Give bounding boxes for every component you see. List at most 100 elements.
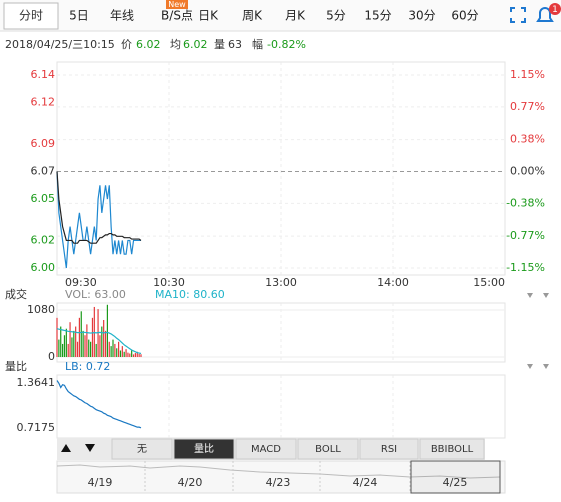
volume-bar [138, 353, 140, 357]
volume-bar [69, 322, 71, 357]
y-tick-label: 1080 [27, 303, 55, 316]
info-change-label: 幅 [252, 38, 263, 51]
volume-bar [140, 354, 142, 357]
volume-bar [125, 349, 127, 357]
toolbar [0, 0, 561, 31]
y2-tick-label: 0.00% [510, 165, 545, 178]
vol-label: VOL: 63.00 [65, 288, 126, 301]
info-avg-label: 均 [170, 38, 181, 51]
series-line [56, 328, 142, 355]
indicator-tab[interactable]: BOLL [315, 444, 341, 455]
x-tick-label: 14:00 [377, 276, 409, 289]
volume-bar [104, 330, 107, 357]
navigator-line [56, 464, 501, 479]
volume-bar [93, 306, 95, 357]
volume-bar [91, 317, 94, 357]
tab[interactable]: B/S点 [161, 9, 193, 23]
indicator-tab[interactable]: 无 [137, 444, 147, 455]
volume-bar [73, 330, 75, 357]
volume-bar [78, 317, 80, 357]
y-tick-label: 6.02 [31, 233, 56, 246]
y-tick-label: 0.7175 [17, 421, 56, 434]
tab[interactable]: 日K [198, 9, 219, 23]
volume-bar [62, 343, 64, 357]
bell-icon[interactable] [536, 3, 561, 22]
volume-bar [58, 339, 60, 357]
volume-bar [114, 343, 116, 357]
tab[interactable]: 5日 [69, 9, 89, 23]
new-badge-bg [166, 0, 188, 9]
y-tick-label: 6.14 [31, 68, 56, 81]
volume-bar [123, 351, 125, 357]
navigator-date: 4/23 [266, 476, 291, 489]
info-datetime: 2018/04/25/三10:15 [5, 38, 115, 51]
volume-bar [131, 350, 133, 357]
navigator-date: 4/25 [443, 476, 468, 489]
series-line [56, 171, 142, 244]
series-line [56, 380, 142, 429]
tab[interactable]: 分时 [19, 9, 43, 23]
info-bar: 2018/04/25/三10:15 价 6.02 均 6.02 量 63 幅 -0.82% [5, 38, 306, 51]
tabs: 分时 5日 年线 B/S点 日K 周K 月K 5分 15分 30分 60分 [19, 9, 479, 23]
expand-icon[interactable] [510, 7, 526, 23]
indicator-tab[interactable]: 量比 [194, 443, 214, 455]
info-price-label: 价 [121, 38, 132, 51]
tab[interactable]: 5分 [326, 9, 346, 23]
up-arrow[interactable] [61, 444, 71, 452]
navigator-date: 4/24 [353, 476, 378, 489]
tab[interactable]: 月K [285, 9, 306, 23]
y2-tick-label: -0.77% [506, 229, 545, 242]
volume-bar [103, 320, 105, 357]
indicator-tab-bg [419, 438, 485, 460]
x-tick-label: 09:30 [65, 276, 97, 289]
navigator-date: 4/20 [178, 476, 203, 489]
tab[interactable]: 30分 [408, 9, 435, 23]
volume-bar [132, 354, 135, 357]
tab[interactable]: 15分 [364, 9, 391, 23]
x-tick-label: 13:00 [265, 276, 297, 289]
tab[interactable]: 年线 [110, 9, 134, 23]
volume-bar [86, 324, 88, 357]
ma-label: MA10: 80.60 [155, 288, 225, 301]
tab[interactable]: 60分 [451, 9, 478, 23]
info-price: 6.02 [136, 38, 161, 51]
y-tick-label: 1.3641 [17, 376, 56, 389]
y-tick-label: 6.07 [31, 165, 56, 178]
volume-bar [56, 317, 58, 357]
volume-bar [118, 341, 120, 357]
lb-label: LB: 0.72 [65, 360, 110, 373]
y2-tick-label: -0.38% [506, 196, 545, 209]
volume-bar [95, 343, 97, 357]
volume-bar [71, 337, 73, 357]
indicator-tab-bg [359, 438, 419, 460]
y-tick-label: 6.12 [31, 96, 56, 109]
tab[interactable]: 周K [242, 9, 263, 23]
volume-bar [134, 353, 136, 357]
down-arrow[interactable] [85, 444, 95, 452]
panel-title: 量比 [5, 360, 27, 373]
navigator-window[interactable] [410, 460, 501, 494]
indicator-tab[interactable]: MACD [251, 444, 281, 455]
selected-tab [3, 2, 59, 30]
panel-toggle[interactable] [527, 293, 549, 369]
volume-bar [75, 326, 77, 357]
info-change: -0.82% [267, 38, 306, 51]
volume-bar [129, 353, 131, 357]
volume-bar [116, 348, 118, 357]
volume-bar [112, 339, 114, 357]
y-tick-label: 6.00 [31, 261, 56, 274]
series-line [56, 171, 141, 269]
y-tick-label: 6.09 [31, 137, 56, 150]
x-tick-label: 10:30 [153, 276, 185, 289]
y2-tick-label: 0.77% [510, 100, 545, 113]
indicator-tabs: 无 量比 MACD BOLL RSI BBIBOLL [111, 438, 485, 460]
volume-bar [80, 311, 82, 357]
volume-bar [101, 326, 103, 357]
indicator-tab[interactable]: BBIBOLL [431, 444, 474, 455]
indicator-tab[interactable]: RSI [381, 444, 397, 455]
volume-bar [106, 304, 108, 357]
volume-bar [136, 351, 138, 357]
volume-bar [99, 335, 101, 357]
volume-bar [60, 326, 62, 357]
